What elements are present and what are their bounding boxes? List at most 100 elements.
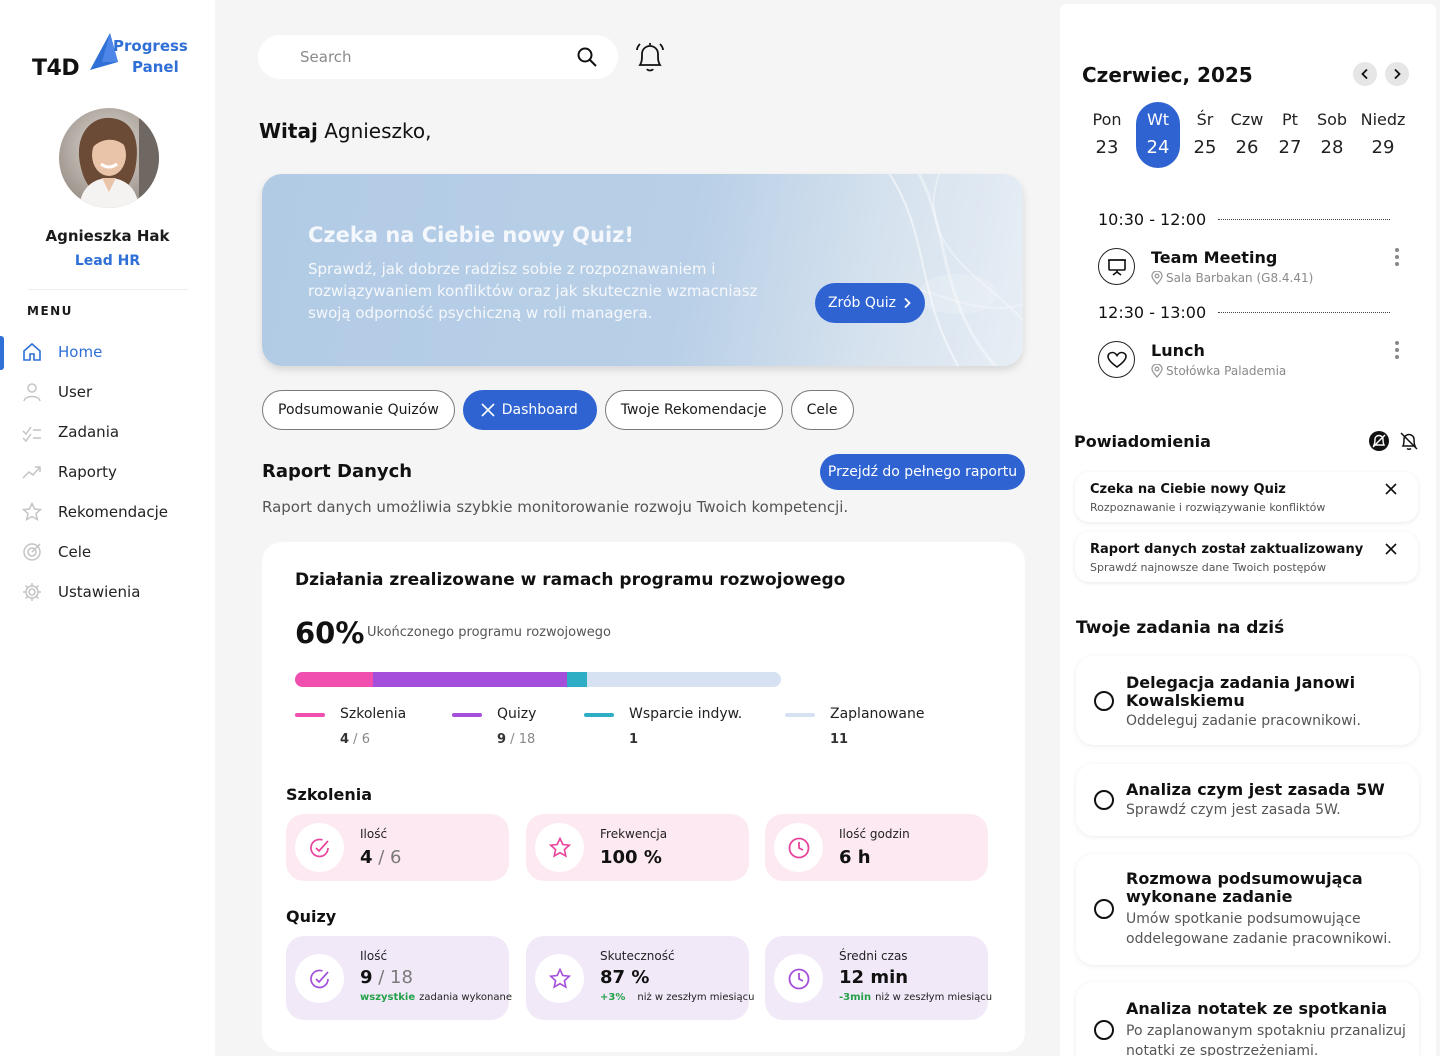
calendar-week: Pon 23 Wt 24 Śr 25 Czw 26 Pt 27 Sob 28 Niedz 29 xyxy=(1082,102,1422,174)
close-icon[interactable] xyxy=(1384,481,1398,495)
avatar[interactable] xyxy=(59,108,159,208)
task-item[interactable]: Analiza notatek ze spotkania Po zaplanow… xyxy=(1076,982,1419,1056)
tasks-title: Twoje zadania na dziś xyxy=(1076,618,1285,638)
task-checkbox[interactable] xyxy=(1094,790,1114,810)
full-report-button[interactable]: Przejdź do pełnego raportu xyxy=(820,454,1025,490)
stat-quizy-ilosc: Ilość 9 / 18 wszystkie zadania wykonane xyxy=(286,936,512,1020)
notification-subtitle: Rozpoznawanie i rozwiązywanie konfliktów xyxy=(1090,501,1326,514)
program-percent: 60% xyxy=(295,616,365,650)
calendar-day[interactable]: Niedz 29 xyxy=(1360,110,1406,158)
tab-dashboard[interactable]: Dashboard xyxy=(462,390,597,430)
stat-label: Ilość godzin xyxy=(839,827,910,841)
legend-swatch xyxy=(584,713,614,717)
tab-twoje-rekomendacje[interactable]: Twoje Rekomendacje xyxy=(604,390,783,430)
sidebar-item-ustawienia[interactable]: Ustawienia xyxy=(0,572,215,612)
task-checkbox[interactable] xyxy=(1094,691,1114,711)
more-options-icon[interactable] xyxy=(1391,339,1403,361)
task-item[interactable]: Delegacja zadania Janowi Kowalskiemu Odd… xyxy=(1076,656,1419,745)
event-team-meeting[interactable]: Team Meeting Sala Barbakan (G8.4.41) xyxy=(1098,242,1403,292)
calendar-day-selected[interactable]: Wt 24 xyxy=(1136,102,1180,168)
stat-value: 6 h xyxy=(839,847,871,868)
target-icon xyxy=(22,542,42,562)
tab-label: Twoje Rekomendacje xyxy=(620,402,767,418)
legend-value: 1 xyxy=(629,732,639,747)
close-icon xyxy=(481,403,495,417)
calendar-day[interactable]: Czw 26 xyxy=(1230,110,1264,158)
event-lunch[interactable]: Lunch Stołówka Palademia xyxy=(1098,335,1403,385)
legend-value: 11 xyxy=(830,732,849,747)
progress-segment-szkolenia xyxy=(295,672,373,687)
sidebar-divider xyxy=(28,289,188,290)
task-description: Po zaplanowanym spotakniu przanalizuj no… xyxy=(1126,1023,1406,1056)
calendar-prev-button[interactable] xyxy=(1353,62,1377,86)
user-role: Lead HR xyxy=(74,253,141,269)
task-title: Rozmowa podsumowująca wykonane zadanie xyxy=(1126,869,1363,906)
clock-icon xyxy=(774,823,823,872)
calendar-day[interactable]: Pon 23 xyxy=(1092,110,1122,158)
app-logo[interactable]: T4D Progress Panel xyxy=(32,30,192,85)
star-icon xyxy=(535,954,584,1003)
szkolenia-title: Szkolenia xyxy=(286,785,373,804)
event-time-row: 12:30 - 13:00 xyxy=(1098,303,1390,322)
task-checkbox[interactable] xyxy=(1094,899,1114,919)
stat-szkolenia-godziny: Ilość godzin 6 h xyxy=(765,814,988,881)
calendar-day[interactable]: Śr 25 xyxy=(1193,110,1217,158)
stat-quizy-skutecznosc: Skuteczność 87 % +3% niż w zeszłym miesią… xyxy=(526,936,754,1020)
notification-item[interactable]: Raport danych został zaktualizowany Spra… xyxy=(1075,532,1418,582)
sidebar-item-label: Cele xyxy=(58,543,92,561)
location-pin-icon xyxy=(1151,271,1163,285)
calendar-next-button[interactable] xyxy=(1385,62,1409,86)
legend-label: Quizy xyxy=(497,706,537,722)
user-icon xyxy=(22,382,42,402)
stat-value: 100 % xyxy=(600,847,662,868)
gear-icon xyxy=(22,582,42,602)
sidebar-nav: Home User Zadania Raporty Rekomendacje xyxy=(0,332,215,612)
notifications-settings-icon[interactable] xyxy=(1368,430,1390,452)
dashboard-tabs: Podsumowanie Quizów Dashboard Twoje Reko… xyxy=(262,390,854,430)
task-item[interactable]: Rozmowa podsumowująca wykonane zadanie U… xyxy=(1076,854,1419,965)
event-location: Sala Barbakan (G8.4.41) xyxy=(1151,271,1313,285)
legend-value: 4 / 6 xyxy=(340,732,370,747)
more-options-icon[interactable] xyxy=(1391,246,1403,268)
take-quiz-button[interactable]: Zrób Quiz xyxy=(815,283,925,323)
notification-item[interactable]: Czeka na Ciebie nowy Quiz Rozpoznawanie … xyxy=(1075,472,1418,522)
legend-swatch xyxy=(295,713,325,717)
sidebar-item-home[interactable]: Home xyxy=(0,332,215,372)
logo-main-text: T4D xyxy=(32,56,80,81)
task-checkbox[interactable] xyxy=(1094,1020,1114,1040)
sidebar-item-zadania[interactable]: Zadania xyxy=(0,412,215,452)
banner-title: Czeka na Ciebie nowy Quiz! xyxy=(308,223,634,247)
location-pin-icon xyxy=(1151,364,1163,378)
task-title: Analiza notatek ze spotkania xyxy=(1126,999,1388,1018)
task-item[interactable]: Analiza czym jest zasada 5W Sprawdź czym… xyxy=(1076,764,1419,836)
greeting: Witaj Agnieszko, xyxy=(259,119,431,143)
mute-notifications-icon[interactable] xyxy=(1398,430,1420,452)
stat-quizy-sredni-czas: Średni czas 12 min -3min niż w zeszłym mi… xyxy=(765,936,992,1020)
calendar-day[interactable]: Pt 27 xyxy=(1278,110,1302,158)
task-title: Analiza czym jest zasada 5W xyxy=(1126,780,1385,799)
presentation-icon xyxy=(1098,248,1135,285)
search-input[interactable] xyxy=(300,48,576,66)
chevron-left-icon xyxy=(1361,68,1368,80)
notifications-bell-icon[interactable] xyxy=(634,40,666,74)
search-icon[interactable] xyxy=(576,46,598,68)
stat-value: 12 min xyxy=(839,967,909,988)
progress-segment-wsparcie xyxy=(567,672,587,687)
sidebar-item-label: Ustawienia xyxy=(58,583,141,601)
close-icon[interactable] xyxy=(1384,541,1398,555)
progress-segment-quizy xyxy=(372,672,568,687)
sidebar-item-cele[interactable]: Cele xyxy=(0,532,215,572)
tab-podsumowanie-quizow[interactable]: Podsumowanie Quizów xyxy=(262,390,455,430)
notifications-title: Powiadomienia xyxy=(1074,432,1211,451)
stat-note: +3% niż w zeszłym miesiącu xyxy=(600,992,755,1003)
sidebar-item-user[interactable]: User xyxy=(0,372,215,412)
take-quiz-label: Zrób Quiz xyxy=(827,295,897,311)
tab-cele[interactable]: Cele xyxy=(790,390,854,430)
sidebar-item-rekomendacje[interactable]: Rekomendacje xyxy=(0,492,215,532)
legend-swatch xyxy=(452,713,482,717)
notification-title: Raport danych został zaktualizowany xyxy=(1090,542,1364,557)
event-title: Lunch xyxy=(1151,341,1205,360)
sidebar-item-raporty[interactable]: Raporty xyxy=(0,452,215,492)
calendar-day[interactable]: Sob 28 xyxy=(1316,110,1348,158)
check-circle-icon xyxy=(295,954,344,1003)
